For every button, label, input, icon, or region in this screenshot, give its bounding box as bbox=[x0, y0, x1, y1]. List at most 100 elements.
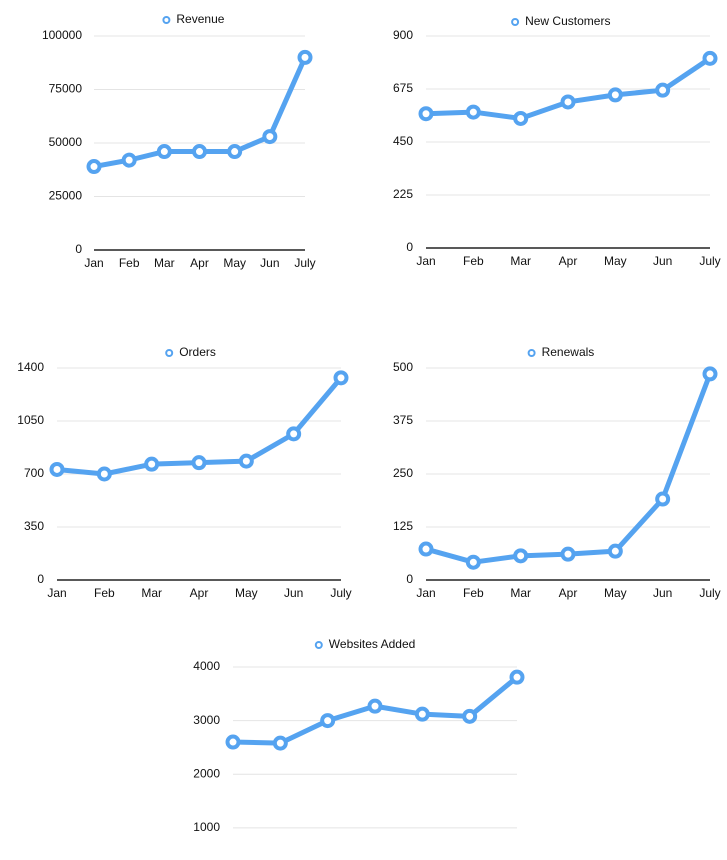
data-point bbox=[297, 49, 313, 65]
y-tick-label: 225 bbox=[393, 187, 413, 201]
y-tick-label: 50000 bbox=[49, 135, 83, 149]
data-point bbox=[49, 461, 65, 477]
x-tick-label: Mar bbox=[510, 586, 531, 600]
y-tick-label: 450 bbox=[393, 134, 413, 148]
data-point bbox=[655, 82, 671, 98]
x-tick-label: July bbox=[699, 254, 720, 268]
x-tick-label: Mar bbox=[154, 256, 175, 270]
data-point bbox=[225, 734, 241, 750]
data-point bbox=[286, 426, 302, 442]
y-tick-label: 375 bbox=[393, 413, 413, 427]
y-tick-label: 2000 bbox=[193, 766, 220, 780]
data-point bbox=[367, 698, 383, 714]
x-tick-label: Feb bbox=[94, 586, 115, 600]
legend-marker bbox=[314, 641, 323, 649]
data-point bbox=[191, 455, 207, 471]
data-point bbox=[272, 735, 288, 751]
y-tick-label: 0 bbox=[406, 240, 413, 254]
x-tick-label: Apr bbox=[190, 586, 209, 600]
data-point bbox=[227, 144, 243, 160]
legend-label: Websites Added bbox=[329, 637, 416, 651]
data-point bbox=[513, 548, 529, 564]
x-tick-label: Jun bbox=[260, 256, 279, 270]
x-tick-label: Jan bbox=[84, 256, 103, 270]
y-tick-label: 350 bbox=[24, 519, 44, 533]
x-tick-label: Apr bbox=[559, 254, 578, 268]
x-tick-label: Jun bbox=[284, 586, 303, 600]
legend-marker bbox=[165, 349, 174, 357]
x-tick-label: May bbox=[604, 586, 627, 600]
data-point bbox=[607, 543, 623, 559]
legend-label: Revenue bbox=[176, 12, 224, 26]
data-point bbox=[655, 491, 671, 507]
y-tick-label: 1400 bbox=[17, 360, 44, 374]
data-point bbox=[320, 713, 336, 729]
data-point bbox=[702, 50, 718, 66]
legend-label: New Customers bbox=[525, 14, 610, 28]
data-point bbox=[509, 669, 525, 685]
x-tick-label: Apr bbox=[190, 256, 209, 270]
data-point bbox=[96, 466, 112, 482]
legend-marker bbox=[162, 16, 171, 24]
x-tick-label: Feb bbox=[119, 256, 140, 270]
legend-marker bbox=[527, 349, 536, 357]
data-point bbox=[465, 554, 481, 570]
y-tick-label: 1050 bbox=[17, 413, 44, 427]
x-tick-label: May bbox=[604, 254, 627, 268]
y-tick-label: 900 bbox=[393, 28, 413, 42]
x-tick-label: Jan bbox=[416, 254, 435, 268]
y-tick-label: 675 bbox=[393, 81, 413, 95]
x-tick-label: Jun bbox=[653, 254, 672, 268]
data-point bbox=[418, 541, 434, 557]
y-tick-label: 75000 bbox=[49, 82, 83, 96]
x-tick-label: Feb bbox=[463, 586, 484, 600]
data-point bbox=[418, 106, 434, 122]
x-tick-label: May bbox=[235, 586, 258, 600]
y-tick-label: 25000 bbox=[49, 189, 83, 203]
x-tick-label: May bbox=[223, 256, 246, 270]
y-tick-label: 700 bbox=[24, 466, 44, 480]
data-point bbox=[238, 453, 254, 469]
data-point bbox=[607, 87, 623, 103]
data-point bbox=[702, 366, 718, 382]
y-tick-label: 0 bbox=[37, 572, 44, 586]
x-tick-label: Mar bbox=[141, 586, 162, 600]
x-tick-label: Feb bbox=[463, 254, 484, 268]
x-tick-label: Apr bbox=[559, 586, 578, 600]
data-point bbox=[560, 546, 576, 562]
y-tick-label: 250 bbox=[393, 466, 413, 480]
x-tick-label: Jan bbox=[47, 586, 66, 600]
data-point bbox=[462, 708, 478, 724]
legend-label: Renewals bbox=[542, 345, 595, 359]
y-tick-label: 500 bbox=[393, 360, 413, 374]
y-tick-label: 100000 bbox=[42, 28, 82, 42]
y-tick-label: 1000 bbox=[193, 820, 220, 834]
data-point bbox=[262, 129, 278, 145]
x-tick-label: July bbox=[294, 256, 315, 270]
data-point bbox=[121, 152, 137, 168]
data-point bbox=[156, 144, 172, 160]
data-point bbox=[86, 159, 102, 175]
x-tick-label: July bbox=[699, 586, 720, 600]
y-tick-label: 3000 bbox=[193, 713, 220, 727]
data-point bbox=[465, 104, 481, 120]
data-point bbox=[513, 110, 529, 126]
data-point bbox=[333, 370, 349, 386]
x-tick-label: Mar bbox=[510, 254, 531, 268]
data-point bbox=[144, 456, 160, 472]
data-point bbox=[414, 706, 430, 722]
data-point bbox=[560, 94, 576, 110]
legend-marker bbox=[511, 18, 520, 26]
y-tick-label: 4000 bbox=[193, 659, 220, 673]
y-tick-label: 125 bbox=[393, 519, 413, 533]
legend-label: Orders bbox=[179, 345, 216, 359]
x-tick-label: Jun bbox=[653, 586, 672, 600]
y-tick-label: 0 bbox=[75, 242, 82, 256]
series-line bbox=[425, 373, 713, 565]
x-tick-label: July bbox=[330, 586, 351, 600]
y-tick-label: 0 bbox=[406, 572, 413, 586]
x-tick-label: Jan bbox=[416, 586, 435, 600]
data-point bbox=[192, 144, 207, 160]
